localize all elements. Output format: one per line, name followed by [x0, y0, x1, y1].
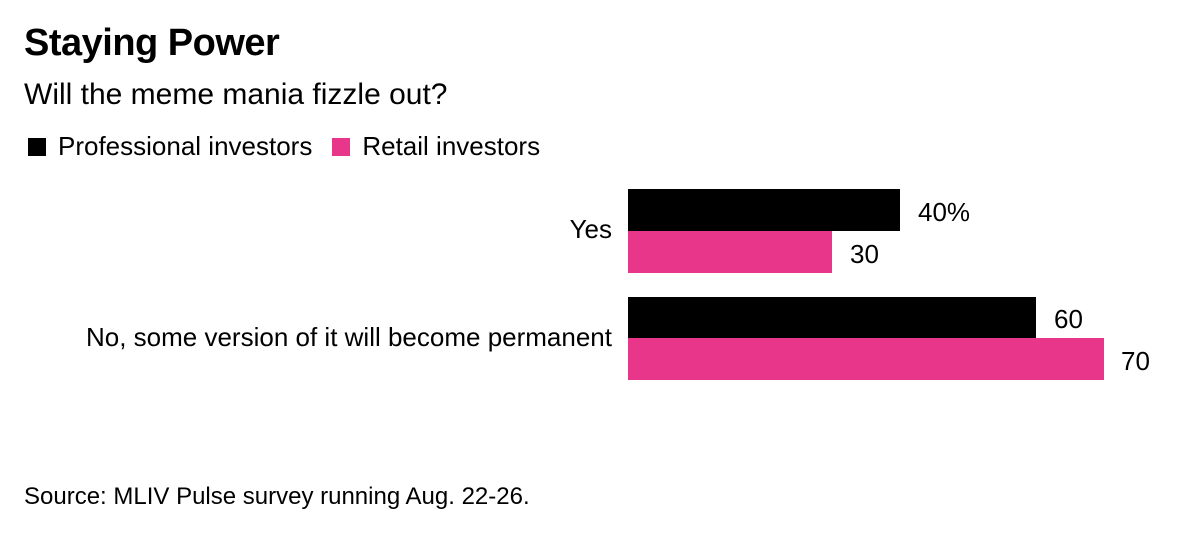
category-label-yes: Yes	[569, 214, 612, 244]
legend-swatch-professional	[28, 137, 46, 156]
bar-no-retail	[628, 338, 1104, 380]
bar-no-professional	[628, 297, 1036, 338]
value-label-no-retail: 70	[1121, 346, 1150, 376]
legend-swatch-retail	[332, 137, 351, 156]
chart-subtitle: Will the meme mania fizzle out?	[24, 78, 448, 111]
source-note: Source: MLIV Pulse survey running Aug. 2…	[24, 483, 530, 510]
value-label-yes-retail: 30	[850, 239, 879, 269]
legend-label-professional: Professional investors	[58, 131, 313, 161]
legend-item-retail: Retail investors	[332, 131, 540, 162]
legend: Professional investors Retail investors	[28, 131, 560, 162]
value-label-no-professional: 60	[1054, 304, 1083, 334]
legend-item-professional: Professional investors	[28, 131, 312, 162]
value-label-yes-professional: 40%	[918, 197, 971, 227]
bar-yes-retail	[628, 231, 832, 273]
category-label-no: No, some version of it will become perma…	[85, 322, 612, 352]
chart-title: Staying Power	[24, 22, 280, 64]
legend-label-retail: Retail investors	[362, 131, 541, 161]
bar-yes-professional	[628, 189, 900, 231]
